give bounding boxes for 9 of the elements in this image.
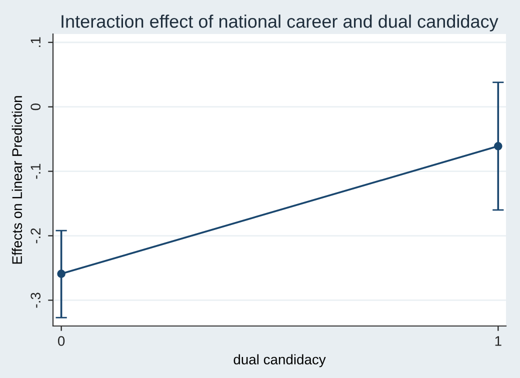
x-axis-title: dual candidacy xyxy=(234,354,326,368)
y-axis-title: Effects on Linear Prediction xyxy=(12,96,22,264)
y-tick-label: .1 xyxy=(30,37,40,47)
y-tick-label: -.2 xyxy=(30,228,40,244)
y-tick-label: 0 xyxy=(30,104,41,110)
y-tick-label: -.3 xyxy=(30,292,41,308)
chart-title: Interaction effect of national career and dual candidacy xyxy=(62,14,498,32)
y-tick-label: -.1 xyxy=(30,164,40,179)
x-tick-label: 1 xyxy=(495,336,502,346)
